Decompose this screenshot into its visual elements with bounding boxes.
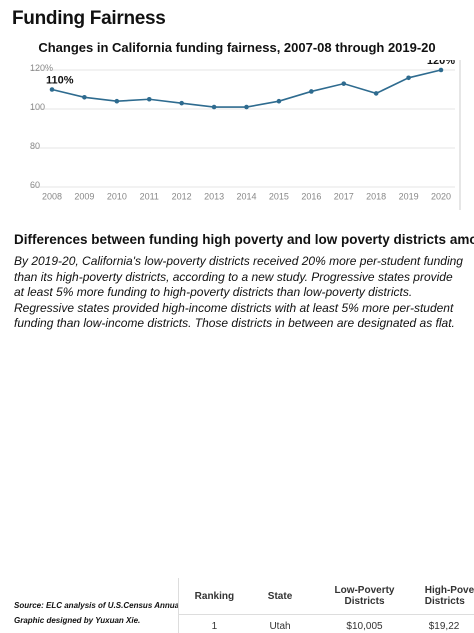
data-label: 110% bbox=[46, 74, 74, 86]
x-tick-label: 2011 bbox=[140, 191, 159, 201]
x-tick-label: 2017 bbox=[334, 191, 354, 201]
x-tick-label: 2008 bbox=[42, 191, 62, 201]
point bbox=[82, 95, 87, 100]
x-tick-label: 2014 bbox=[236, 191, 256, 201]
x-tick-label: 2019 bbox=[399, 191, 419, 201]
point bbox=[276, 98, 282, 104]
point bbox=[114, 98, 120, 104]
column-header: High-Poverty Districts bbox=[418, 578, 474, 615]
x-tick-label: 2020 bbox=[431, 191, 451, 201]
point bbox=[211, 104, 217, 110]
chart: 60 80 100 120% 2008 2009 2010 2011 2012 2013 2014 2… bbox=[30, 60, 461, 210]
y-tick-label: 120% bbox=[30, 63, 53, 73]
y-tick-label: 60 bbox=[30, 180, 40, 190]
x-tick-label: 2013 bbox=[204, 191, 224, 201]
chart-title: Changes in California funding fairness, … bbox=[38, 40, 436, 55]
data-label: 120% bbox=[427, 60, 455, 67]
x-tick-label: 2016 bbox=[301, 191, 321, 201]
point bbox=[309, 89, 314, 94]
point bbox=[341, 81, 347, 86]
column-header: Ranking bbox=[179, 578, 250, 615]
x-tick-label: 2010 bbox=[107, 191, 127, 201]
point bbox=[146, 96, 152, 102]
point bbox=[438, 67, 444, 73]
cell: $19,22 bbox=[428, 620, 460, 632]
table: Ranking State Low-Poverty Districts High… bbox=[178, 578, 474, 633]
cell: 1 bbox=[211, 620, 218, 632]
section-heading: Differences between funding high poverty… bbox=[14, 232, 474, 247]
cell: Utah bbox=[269, 620, 291, 632]
point bbox=[244, 104, 249, 110]
x-tick-label: 2009 bbox=[74, 191, 94, 201]
point bbox=[49, 87, 55, 92]
point bbox=[406, 75, 411, 81]
x-tick-label: 2018 bbox=[366, 191, 386, 201]
x-tick-label: 2015 bbox=[269, 191, 289, 201]
credit: Graphic designed by Yuxuan Xie. bbox=[14, 616, 141, 625]
page-title: Funding Fairness bbox=[12, 8, 166, 29]
y-tick-label: 100 bbox=[30, 102, 45, 112]
line bbox=[51, 69, 442, 108]
x-tick-label: 2012 bbox=[172, 191, 192, 201]
cell: $10,005 bbox=[346, 620, 383, 632]
point bbox=[179, 100, 184, 106]
column-header: Low-Poverty Districts bbox=[310, 578, 419, 615]
section-text: By 2019-20, California's low-poverty dis… bbox=[14, 254, 463, 330]
point bbox=[373, 91, 379, 96]
column-header: State bbox=[249, 578, 311, 615]
source: Source: ELC analysis of U.S.Census Annua… bbox=[14, 601, 211, 610]
table-grid: Ranking State Low-Poverty Districts High… bbox=[179, 578, 474, 633]
y-tick-label: 80 bbox=[30, 141, 40, 151]
